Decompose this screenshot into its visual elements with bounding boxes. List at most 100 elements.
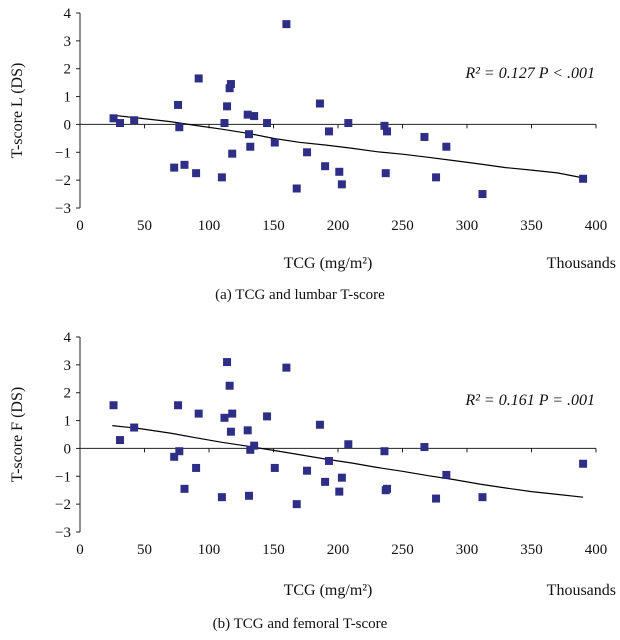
data-point <box>383 127 392 136</box>
panel-caption: (b) TCG and femoral T-score <box>213 616 388 632</box>
data-point <box>180 160 189 169</box>
x-tick-label: 150 <box>262 218 285 234</box>
y-tick-label: 2 <box>64 62 72 78</box>
trend-line <box>112 425 584 498</box>
data-point <box>217 173 226 182</box>
data-point <box>282 363 291 372</box>
data-point <box>442 142 451 151</box>
data-point <box>315 420 324 429</box>
data-point <box>478 190 487 199</box>
y-tick-label: 3 <box>64 34 72 50</box>
data-point <box>246 445 255 454</box>
y-tick-label: −2 <box>55 173 71 189</box>
y-tick-label: 0 <box>64 441 72 457</box>
x-tick-label: 200 <box>327 218 350 234</box>
x-tick-label: 0 <box>76 542 84 558</box>
data-point <box>335 167 344 176</box>
data-point <box>250 112 259 121</box>
data-point <box>335 487 344 496</box>
data-point <box>250 441 259 450</box>
y-tick-label: 2 <box>64 386 72 402</box>
y-tick-label: 1 <box>64 90 72 106</box>
chart-panel-a: −3 −2 −1 0 1 2 3 4 0 50 100 150 200 250 300 350 400 T-sco… <box>9 6 616 303</box>
data-point <box>432 173 441 182</box>
data-point <box>220 413 229 422</box>
x-units-label: Thousands <box>547 582 616 599</box>
data-point <box>217 493 226 502</box>
data-point <box>420 443 429 452</box>
y-axis-label: T-score F (DS) <box>9 387 26 482</box>
data-point <box>194 74 203 83</box>
data-point <box>432 494 441 503</box>
x-tick-label: 250 <box>391 218 414 234</box>
data-point <box>192 169 201 178</box>
data-point <box>321 162 330 171</box>
x-tick-label: 150 <box>262 542 285 558</box>
regression-annotation: R² = 0.127 P < .001 <box>464 65 595 82</box>
data-point <box>109 401 118 410</box>
data-point <box>109 114 118 123</box>
y-axis-label: T-score L (DS) <box>9 63 26 159</box>
data-point <box>220 119 229 128</box>
data-point <box>194 409 203 418</box>
data-point <box>324 456 333 465</box>
data-point <box>579 174 588 183</box>
x-tick-label: 50 <box>137 218 152 234</box>
panel-caption: (a) TCG and lumbar T-score <box>215 287 385 303</box>
data-point <box>337 473 346 482</box>
data-point <box>380 447 389 456</box>
trend-line <box>112 114 584 179</box>
x-tick-label: 350 <box>520 218 543 234</box>
data-point <box>175 123 184 132</box>
data-point <box>170 452 179 461</box>
data-point <box>270 138 279 147</box>
y-tick-label: −3 <box>55 201 71 217</box>
x-tick-label: 250 <box>391 542 414 558</box>
y-tick-label: −3 <box>55 525 71 541</box>
data-point <box>226 427 235 436</box>
x-tick-label: 300 <box>456 542 479 558</box>
data-point <box>270 463 279 472</box>
data-point <box>225 84 234 93</box>
data-point <box>324 127 333 136</box>
data-point <box>244 491 253 500</box>
data-point <box>244 130 253 139</box>
data-point <box>115 436 124 445</box>
data-point <box>303 466 312 475</box>
y-tick-label: −1 <box>55 469 71 485</box>
data-point <box>175 447 184 456</box>
data-point <box>579 459 588 468</box>
x-tick-label: 0 <box>76 218 84 234</box>
data-point <box>303 148 312 157</box>
data-point <box>225 381 234 390</box>
data-point <box>282 20 291 29</box>
y-tick-label: 4 <box>64 6 72 22</box>
data-point <box>420 132 429 141</box>
x-units-label: Thousands <box>547 255 616 272</box>
data-point <box>223 102 232 111</box>
data-point <box>246 142 255 151</box>
data-point <box>192 463 201 472</box>
data-point <box>174 100 183 109</box>
data-point <box>380 121 389 130</box>
data-point <box>170 163 179 172</box>
data-point <box>174 401 183 410</box>
x-tick-label: 100 <box>198 542 221 558</box>
regression-annotation: R² = 0.161 P = .001 <box>464 392 595 409</box>
data-point <box>130 423 139 432</box>
chart-panel-b: −3 −2 −1 0 1 2 3 4 0 50 100 150 200 250 300 350 400 T-sco… <box>9 330 616 632</box>
x-axis-label: TCG (mg/m²) <box>284 255 373 272</box>
data-point <box>315 99 324 108</box>
x-tick-label: 400 <box>585 542 608 558</box>
x-tick-label: 400 <box>585 218 608 234</box>
data-point <box>442 470 451 479</box>
data-point <box>228 149 237 158</box>
data-point <box>180 484 189 493</box>
y-tick-label: 3 <box>64 358 72 374</box>
data-point <box>243 426 252 435</box>
data-point <box>383 484 392 493</box>
data-point <box>130 116 139 125</box>
data-point <box>263 119 272 128</box>
data-point <box>344 119 353 128</box>
data-point <box>292 184 301 193</box>
